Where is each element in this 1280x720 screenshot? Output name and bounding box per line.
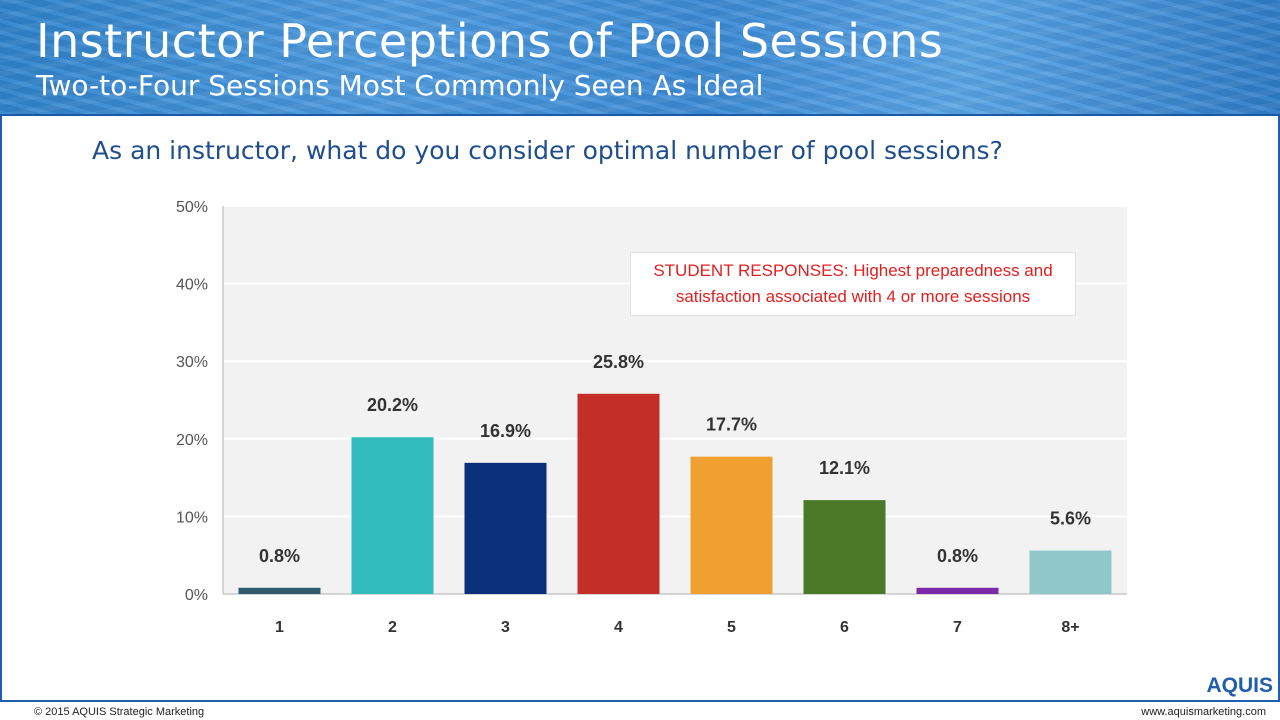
footer-copyright: © 2015 AQUIS Strategic Marketing xyxy=(34,706,205,718)
y-tick-label: 30% xyxy=(176,354,208,371)
data-label: 25.8% xyxy=(593,352,644,372)
x-tick-label: 4 xyxy=(614,619,623,636)
data-label: 0.8% xyxy=(937,546,978,566)
bar-5 xyxy=(690,456,773,594)
bar-4 xyxy=(577,393,660,594)
data-label: 17.7% xyxy=(706,415,757,435)
header-banner: Instructor Perceptions of Pool Sessions … xyxy=(0,0,1280,116)
survey-question: As an instructor, what do you consider o… xyxy=(92,136,1003,165)
bar-6 xyxy=(803,500,886,594)
bar-3 xyxy=(464,462,547,594)
slide-frame xyxy=(0,0,1280,702)
footer-website[interactable]: www.aquismarketing.com xyxy=(1141,706,1266,718)
callout-line-1: STUDENT RESPONSES: Highest preparedness … xyxy=(653,261,1053,280)
aquis-logo: AQUIS xyxy=(1206,674,1273,697)
bar-1 xyxy=(238,587,321,594)
student-responses-callout: STUDENT RESPONSES: Highest preparedness … xyxy=(630,252,1076,316)
y-tick-label: 40% xyxy=(176,277,208,294)
x-tick-label: 8+ xyxy=(1061,619,1079,636)
x-tick-label: 6 xyxy=(840,619,849,636)
data-label: 12.1% xyxy=(819,458,870,478)
x-tick-label: 3 xyxy=(501,619,510,636)
y-tick-label: 20% xyxy=(176,432,208,449)
y-tick-label: 50% xyxy=(176,199,208,216)
x-tick-label: 2 xyxy=(388,619,397,636)
data-label: 16.9% xyxy=(480,421,531,441)
x-tick-label: 7 xyxy=(953,619,962,636)
y-tick-label: 0% xyxy=(185,587,208,604)
x-tick-label: 5 xyxy=(727,619,736,636)
bar-7 xyxy=(916,587,999,594)
data-label: 0.8% xyxy=(259,546,300,566)
callout-line-2: satisfaction associated with 4 or more s… xyxy=(675,287,1031,306)
slide-title: Instructor Perceptions of Pool Sessions xyxy=(36,14,944,68)
slide-subtitle: Two-to-Four Sessions Most Commonly Seen … xyxy=(36,69,764,102)
bar-2 xyxy=(351,437,434,594)
data-label: 5.6% xyxy=(1050,509,1091,529)
data-label: 20.2% xyxy=(367,395,418,415)
y-tick-label: 10% xyxy=(176,509,208,526)
bar-8+ xyxy=(1029,550,1112,594)
x-tick-label: 1 xyxy=(275,619,284,636)
